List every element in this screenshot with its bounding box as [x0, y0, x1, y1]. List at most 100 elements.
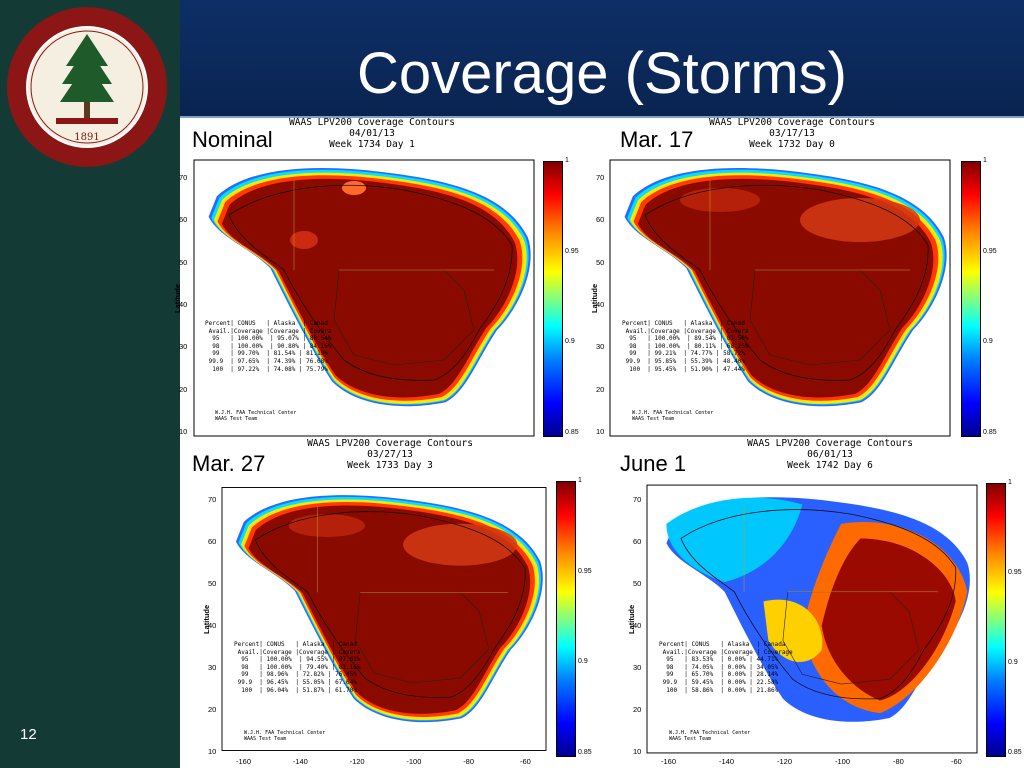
credit-text: W.J.H. FAA Technical Center WAAS Test Te…: [215, 410, 297, 422]
y-tick-label: 10: [179, 427, 188, 436]
x-tick-label: -160: [661, 757, 677, 766]
plot-header: WAAS LPV200 Coverage Contours 06/01/13 Wee…: [720, 438, 940, 471]
header: Coverage (Storms): [180, 0, 1024, 118]
colorbar: [986, 483, 1006, 757]
colorbar-tick: 0.85: [983, 429, 997, 436]
y-tick-label: 40: [179, 300, 188, 309]
y-tick-label: 20: [633, 705, 642, 714]
x-tick-label: -100: [835, 757, 851, 766]
colorbar: [556, 481, 576, 757]
y-tick-label: 60: [596, 215, 605, 225]
coverage-map: [646, 484, 978, 754]
plot-header-line-2: 06/01/13: [807, 449, 853, 460]
plot-header-line-2: 04/01/13: [349, 128, 395, 139]
y-tick-label: 70: [179, 173, 188, 182]
colorbar-tick: 0.9: [578, 658, 588, 666]
plot-header-line-3: Week 1733 Day 3: [347, 460, 433, 471]
y-tick-label: 60: [179, 215, 188, 225]
colorbar-tick: 0.85: [578, 749, 592, 756]
y-tick-label: 40: [633, 621, 642, 630]
y-tick-label: 10: [633, 747, 642, 756]
colorbar-tick: 0.85: [1008, 749, 1022, 756]
plot-header-line-3: Week 1734 Day 1: [329, 139, 415, 150]
y-tick-label: 60: [208, 537, 217, 546]
y-axis-label: Latitude: [173, 283, 182, 313]
coverage-stats-table: Percent| CONUS | Alaska | Canada Avail.|…: [659, 641, 793, 694]
x-tick-label: -80: [463, 757, 475, 766]
y-tick-label: 20: [208, 705, 217, 714]
y-tick-label: 40: [596, 300, 605, 309]
y-tick-label: 50: [596, 257, 605, 267]
plot-header: WAAS LPV200 Coverage Contours 03/27/13 Wee…: [280, 438, 500, 471]
x-tick-label: -60: [520, 757, 531, 766]
y-tick-label: 20: [596, 384, 605, 394]
x-tick-label: -80: [893, 757, 904, 766]
university-seal-icon: 1891: [7, 7, 167, 167]
x-tick-label: -140: [719, 757, 735, 766]
sidebar: 1891 12: [0, 0, 180, 768]
y-tick-label: 10: [208, 747, 217, 756]
plot-header-line-1: WAAS LPV200 Coverage Contours: [747, 438, 913, 449]
plot-header: WAAS LPV200 Coverage Contours 04/01/13 Wee…: [262, 117, 482, 150]
y-tick-label: 60: [633, 537, 642, 546]
colorbar-tick: 0.95: [1008, 569, 1022, 576]
coverage-stats-table: Percent| CONUS | Alaska | Canad Avail.|C…: [205, 320, 332, 373]
plot-header: WAAS LPV200 Coverage Contours 03/17/13 Wee…: [682, 117, 902, 150]
colorbar-tick: 0.95: [565, 247, 579, 255]
plot-header-line-1: WAAS LPV200 Coverage Contours: [307, 438, 473, 449]
colorbar-tick: 0.9: [983, 338, 993, 346]
y-tick-label: 30: [208, 663, 217, 672]
y-tick-label: 70: [596, 173, 605, 182]
y-tick-label: 50: [633, 579, 642, 588]
plot-header-line-1: WAAS LPV200 Coverage Contours: [709, 117, 875, 128]
colorbar-tick: 0.95: [578, 567, 592, 575]
plot-header-line-3: Week 1742 Day 6: [787, 460, 873, 471]
y-tick-label: 50: [179, 257, 188, 267]
coverage-map: [609, 159, 951, 437]
slide-title: Coverage (Storms): [357, 41, 847, 106]
y-tick-label: 30: [596, 342, 605, 352]
colorbar: [961, 161, 981, 437]
colorbar-tick: 1: [578, 477, 582, 484]
colorbar-tick: 1: [565, 157, 569, 164]
y-axis-label: Latitude: [590, 283, 599, 313]
coverage-stats-table: Percent| CONUS | Alaska | Canad Avail.|C…: [234, 641, 361, 694]
y-axis-label: Latitude: [202, 604, 211, 634]
x-tick-label: -160: [236, 757, 252, 766]
plot-header-line-3: Week 1732 Day 0: [749, 139, 835, 150]
y-tick-label: 30: [633, 663, 642, 672]
credit-text: W.J.H. FAA Technical Center WAAS Test Te…: [244, 730, 326, 742]
x-tick-label: -120: [349, 757, 365, 766]
panel-label: Mar. 17: [620, 127, 694, 152]
colorbar: [543, 161, 563, 437]
coverage-map: [221, 487, 547, 751]
colorbar-tick: 0.85: [565, 429, 579, 436]
plot-header-line-2: 03/17/13: [769, 128, 815, 139]
colorbar-tick: 0.9: [1008, 659, 1018, 666]
x-tick-label: -100: [406, 757, 422, 766]
credit-text: W.J.H. FAA Technical Center WAAS Test Te…: [632, 410, 714, 422]
panel-label: June 1: [620, 451, 687, 476]
credit-text: W.J.H. FAA Technical Center WAAS Test Te…: [669, 730, 751, 742]
y-tick-label: 40: [208, 621, 217, 630]
y-tick-label: 70: [208, 495, 217, 504]
colorbar-tick: 1: [983, 157, 987, 164]
x-tick-label: -60: [951, 757, 962, 766]
y-tick-label: 10: [596, 427, 605, 436]
colorbar-tick: 0.9: [565, 338, 575, 346]
panel-label: Nominal: [192, 127, 273, 152]
y-tick-label: 70: [633, 495, 642, 504]
colorbar-tick: 1: [1008, 479, 1012, 486]
y-tick-label: 20: [179, 384, 188, 394]
plot-header-line-1: WAAS LPV200 Coverage Contours: [289, 117, 455, 128]
x-tick-label: -120: [777, 757, 793, 766]
seal-year: 1891: [74, 132, 99, 143]
colorbar-tick: 0.95: [983, 247, 997, 255]
panel-label: Mar. 27: [192, 451, 266, 476]
coverage-map: [193, 159, 535, 437]
y-tick-label: 30: [179, 342, 188, 352]
y-tick-label: 50: [208, 579, 217, 588]
x-tick-label: -140: [292, 757, 308, 766]
coverage-stats-table: Percent| CONUS | Alaska | Canad Avail.|C…: [622, 320, 749, 373]
y-axis-label: Latitude: [627, 604, 636, 634]
